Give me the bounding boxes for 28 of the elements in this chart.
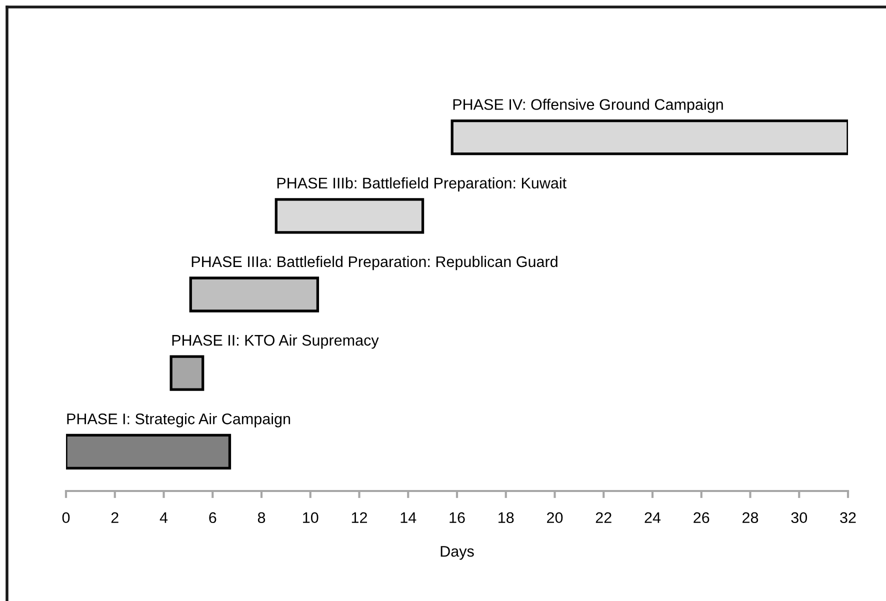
bar (450, 119, 848, 156)
x-tick-label: 26 (694, 512, 710, 524)
x-axis-title: Days (440, 546, 474, 560)
x-tick-label: 2 (111, 512, 118, 523)
x-tick-label: 24 (644, 512, 661, 523)
x-tick-label: 12 (352, 512, 367, 523)
bar (66, 434, 232, 470)
y-tick-label: PHASE II: KTO Air Supremacy (172, 334, 379, 349)
x-tick-label: 8 (258, 512, 266, 524)
y-tick-label: PHASE IIIa: Battlefield Preparation: Republican Guard (192, 256, 558, 270)
bar (189, 276, 320, 312)
x-tick-label: 10 (303, 512, 318, 524)
x-tick-label: 14 (400, 512, 416, 523)
bar (274, 198, 424, 234)
x-tick-label: 30 (791, 512, 808, 524)
x-tick-label: 20 (547, 512, 563, 524)
x-tick-label: 4 (160, 512, 168, 523)
x-tick-label: 18 (498, 512, 514, 524)
x-tick-label: 28 (742, 512, 758, 524)
x-tick-label: 22 (596, 512, 612, 523)
x-tick-label: 6 (209, 512, 216, 524)
x-tick-label: 16 (450, 512, 465, 524)
x-tick-label: 32 (840, 512, 856, 524)
bar (170, 355, 204, 391)
y-tick-label: PHASE IIIb: Battlefield Preparation: Kuwait (277, 177, 566, 192)
x-tick-label: 0 (62, 512, 70, 524)
y-tick-label: PHASE IV: Offensive Ground Campaign (453, 98, 723, 113)
y-tick-label: PHASE I: Strategic Air Campaign (67, 413, 290, 428)
